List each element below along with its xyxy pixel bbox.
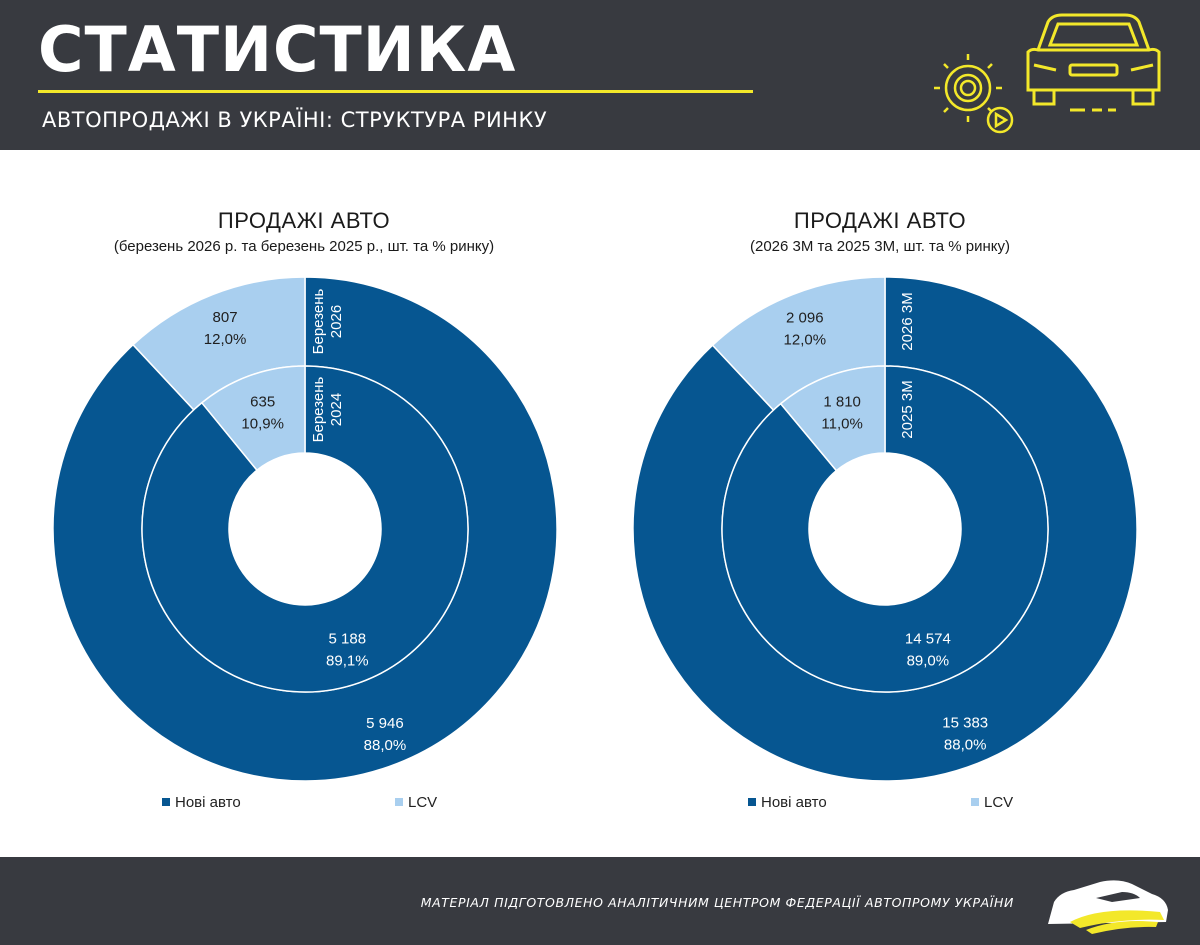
slice-inner-new-cars bbox=[141, 365, 469, 693]
svg-text:Березень: Березень bbox=[310, 288, 327, 354]
data-label-pct: 89,0% bbox=[907, 652, 950, 669]
svg-text:2025 3М: 2025 3М bbox=[899, 380, 916, 438]
legend-item-new-cars: Нові авто bbox=[748, 794, 827, 811]
svg-text:2026 3М: 2026 3М bbox=[899, 292, 916, 350]
ring-name-label: Березень 2026 bbox=[310, 288, 345, 354]
legend-swatch bbox=[971, 798, 979, 806]
data-label-pct: 12,0% bbox=[204, 331, 247, 348]
play-icon bbox=[986, 106, 1014, 134]
legend-swatch bbox=[748, 798, 756, 806]
ring-name-label: 2025 3М bbox=[899, 380, 916, 438]
header-icons bbox=[934, 13, 1161, 134]
ring-name-label: Березень 2024 bbox=[310, 376, 345, 442]
data-label-value: 5 946 bbox=[366, 715, 404, 732]
data-label-value: 2 096 bbox=[786, 309, 824, 326]
chart-subtitle: (2026 3М та 2025 3М, шт. та % ринку) bbox=[750, 238, 1010, 255]
car-silhouette-logo-icon bbox=[1048, 880, 1168, 934]
data-label-pct: 11,0% bbox=[821, 416, 862, 433]
page-subtitle: АВТОПРОДАЖІ В УКРАЇНІ: СТРУКТУРА РИНКУ bbox=[42, 108, 548, 132]
data-label-value: 807 bbox=[213, 309, 238, 326]
legend-swatch bbox=[395, 798, 403, 806]
chart-title: ПРОДАЖІ АВТО bbox=[793, 208, 967, 233]
data-label-value: 14 574 bbox=[905, 630, 951, 647]
title-underline bbox=[38, 90, 753, 93]
chart-subtitle: (березень 2026 р. та березень 2025 р., ш… bbox=[113, 238, 495, 255]
gear-icon bbox=[934, 54, 1002, 122]
donut-chart-right: 15 383 88,0% 2 096 12,0% 2026 3М 14 574 89,0% 1… bbox=[632, 276, 1138, 782]
svg-text:2024: 2024 bbox=[328, 393, 345, 426]
slice-inner-new-cars bbox=[721, 365, 1049, 693]
data-label-value: 5 188 bbox=[329, 631, 367, 648]
svg-text:2026: 2026 bbox=[328, 305, 345, 338]
svg-text:Березень: Березень bbox=[310, 376, 327, 442]
footer: МАТЕРІАЛ ПІДГОТОВЛЕНО АНАЛІТИЧНИМ ЦЕНТРО… bbox=[0, 857, 1200, 945]
data-label-value: 15 383 bbox=[942, 715, 988, 732]
legend-item-lcv: LCV bbox=[395, 794, 437, 811]
data-label-pct: 12,0% bbox=[784, 331, 827, 348]
ring-name-label: 2026 3М bbox=[899, 292, 916, 350]
slice-inner-lcv bbox=[200, 365, 306, 472]
data-label-pct: 88,0% bbox=[364, 737, 407, 754]
data-label-pct: 89,1% bbox=[326, 653, 369, 670]
header: СТАТИСТИКА АВТОПРОДАЖІ В УКРАЇНІ: СТРУКТ… bbox=[0, 0, 1200, 150]
chart-title: ПРОДАЖІ АВТО bbox=[217, 208, 391, 233]
data-label-value: 635 bbox=[250, 393, 275, 410]
data-label-value: 1 810 bbox=[823, 394, 861, 411]
legend-item-lcv: LCV bbox=[971, 794, 1013, 811]
slice-inner-lcv bbox=[779, 365, 886, 472]
legend-swatch bbox=[162, 798, 170, 806]
page-title: СТАТИСТИКА bbox=[38, 13, 517, 86]
data-label-pct: 88,0% bbox=[944, 737, 987, 754]
legend-item-new-cars: Нові авто bbox=[162, 794, 241, 811]
footer-text: МАТЕРІАЛ ПІДГОТОВЛЕНО АНАЛІТИЧНИМ ЦЕНТРО… bbox=[420, 895, 1014, 910]
car-front-icon bbox=[1026, 13, 1161, 112]
data-label-pct: 10,9% bbox=[241, 415, 284, 432]
